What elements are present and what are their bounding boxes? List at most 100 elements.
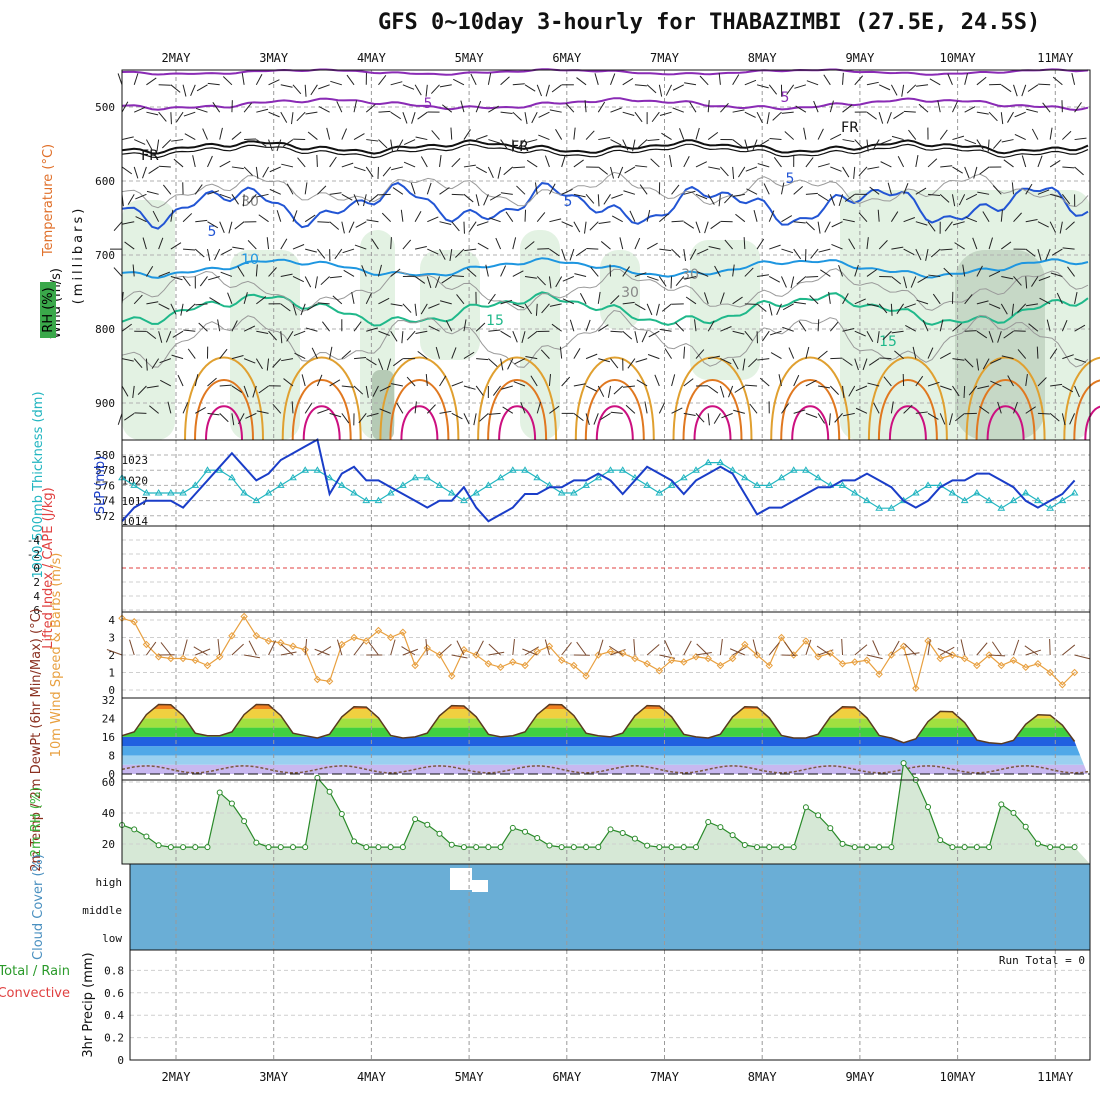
wind-barb xyxy=(513,166,526,169)
wind-barb xyxy=(675,276,685,287)
wind-barb xyxy=(890,84,898,96)
wind-barb xyxy=(262,166,269,178)
wind-speed-marker xyxy=(277,639,285,647)
wind-speed-marker xyxy=(643,660,651,668)
wind-barb xyxy=(341,221,345,234)
wind-barb xyxy=(476,221,489,226)
wind-barb xyxy=(793,409,806,414)
wind-barb xyxy=(1062,130,1072,140)
wind-barb xyxy=(908,129,917,140)
wind-barb xyxy=(266,358,270,371)
rh2m-marker xyxy=(1010,809,1017,816)
wind-barb xyxy=(122,221,135,225)
wind-speed-marker xyxy=(362,637,370,645)
thickness-marker xyxy=(325,473,334,481)
warm-isotherm xyxy=(184,356,264,441)
wind-barb xyxy=(1025,406,1036,414)
wind-barb xyxy=(757,163,770,168)
wind-barb xyxy=(915,221,928,226)
wind-barb xyxy=(381,212,392,223)
wind-barb xyxy=(629,210,636,222)
wind-barb xyxy=(548,373,552,387)
rh2m-marker xyxy=(607,826,614,833)
wind-barb xyxy=(878,112,884,124)
pressure-tick: 600 xyxy=(95,175,115,188)
wind-barb xyxy=(1017,303,1027,313)
wind-barb xyxy=(521,331,526,343)
wind-barb xyxy=(732,74,740,86)
wind-barb xyxy=(475,100,482,113)
wind-barb xyxy=(780,182,785,195)
wind-tick: 3 xyxy=(108,632,115,645)
wind-barb xyxy=(146,111,159,116)
wind-barb xyxy=(165,331,172,343)
wind-barb xyxy=(512,111,522,121)
wind-barb xyxy=(209,297,220,305)
wind-speed-marker xyxy=(399,628,407,636)
wind-barb xyxy=(878,84,891,91)
wind-barb xyxy=(378,139,388,149)
wind-barb xyxy=(561,248,566,261)
wind-barb xyxy=(439,221,452,225)
wind-speed-marker xyxy=(631,654,639,663)
wind-barb xyxy=(641,331,648,343)
rh-contour xyxy=(121,171,1089,209)
wind-barb xyxy=(915,187,927,195)
wind-speed-marker xyxy=(960,654,969,663)
wind-barb xyxy=(585,130,595,140)
wind-barb xyxy=(769,137,782,141)
wind-barb xyxy=(365,292,372,305)
wind-speed-marker xyxy=(1046,668,1054,677)
wind-barb xyxy=(878,303,888,314)
wind-barb xyxy=(829,321,839,332)
wind-barb xyxy=(964,166,970,179)
wind-barb xyxy=(488,329,501,332)
wind-barb xyxy=(738,166,746,178)
wind-barb xyxy=(918,103,929,113)
precip-tick: 0.6 xyxy=(104,987,124,1000)
wind-barb xyxy=(272,358,282,368)
wind-barb xyxy=(646,84,657,94)
wind-barb xyxy=(854,139,864,149)
wind-barb xyxy=(773,157,782,168)
wind-barb xyxy=(133,73,139,85)
wind-barb xyxy=(292,210,298,222)
rh2m-marker xyxy=(131,826,138,833)
wind-barb xyxy=(292,303,297,316)
rh2m-marker xyxy=(619,829,626,836)
freezing-level xyxy=(121,139,1089,155)
rh2m-marker xyxy=(973,844,980,851)
wind-barb-10m xyxy=(841,638,844,656)
wind-barb xyxy=(1037,155,1043,168)
wind-barb xyxy=(430,84,440,94)
wind-barb xyxy=(818,385,831,389)
wind-barb xyxy=(718,72,721,85)
wind-barb xyxy=(415,136,428,141)
wind-speed-marker xyxy=(191,656,199,664)
rh2m-marker xyxy=(399,844,406,851)
wind-speed-marker xyxy=(655,667,664,675)
wind-barb xyxy=(158,303,170,310)
wind-barb xyxy=(829,385,840,395)
wind-barb xyxy=(207,221,219,229)
wind-barb xyxy=(310,84,318,96)
wind-barb xyxy=(877,209,880,222)
wind-barb xyxy=(683,249,687,262)
wind-barb xyxy=(634,272,647,277)
wind-speed-marker xyxy=(545,642,554,650)
wind-barb-10m xyxy=(561,642,572,656)
wind-barb xyxy=(671,184,680,195)
wind-barb xyxy=(177,374,184,387)
wind-barb xyxy=(1001,355,1014,360)
wind-barb xyxy=(354,244,367,250)
wind-barb xyxy=(186,303,196,313)
wind-barb xyxy=(622,139,629,151)
wind-barb xyxy=(817,350,828,359)
wind-barb xyxy=(524,112,528,125)
wind-barb xyxy=(886,112,892,124)
wind-barb xyxy=(689,101,697,113)
wind-barb-10m xyxy=(1025,649,1042,656)
wind-barb xyxy=(286,183,294,195)
wind-barb xyxy=(625,404,636,414)
